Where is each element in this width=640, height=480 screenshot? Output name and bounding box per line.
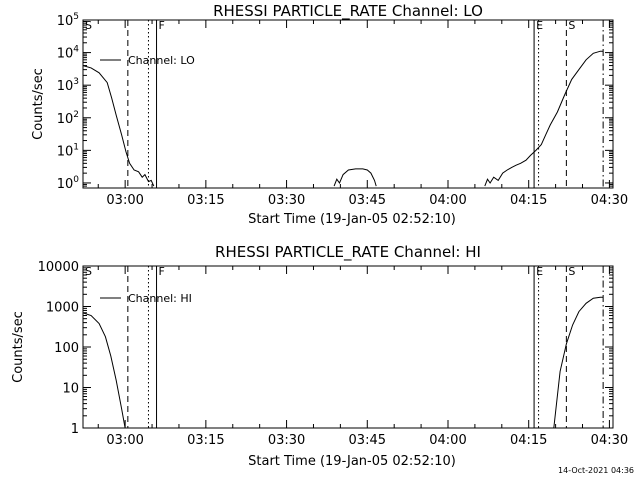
x-tick-label: 03:45 — [349, 193, 386, 208]
series-line — [83, 312, 126, 428]
x-tick-label: 03:00 — [106, 193, 143, 208]
legend-label: Channel: HI — [128, 292, 192, 305]
y-axis-label: Counts/sec — [31, 68, 46, 140]
x-tick-label: 03:15 — [187, 433, 224, 448]
event-marker-label: S — [85, 19, 92, 32]
y-axis-label: Counts/sec — [11, 311, 26, 383]
chart-title: RHESSI PARTICLE_RATE Channel: LO — [213, 2, 483, 21]
y-tick-label: 1000 — [46, 301, 79, 316]
y-tick-label: 10 — [62, 382, 79, 397]
data-series — [83, 50, 604, 187]
y-tick-label: 105 — [57, 12, 79, 29]
generation-timestamp: 14-Oct-2021 04:36 — [558, 466, 634, 475]
event-marker-label: S — [568, 19, 575, 32]
y-tick-label: 100 — [57, 175, 80, 192]
y-tick-label: 103 — [57, 77, 79, 94]
x-tick-label: 03:15 — [187, 193, 224, 208]
x-tick-label: 04:30 — [591, 433, 628, 448]
y-tick-label: 1 — [71, 422, 79, 437]
event-marker-label: F — [159, 19, 165, 32]
y-tick-label: 10000 — [38, 260, 79, 275]
x-tick-label: 04:00 — [429, 433, 466, 448]
plot-frame — [82, 19, 614, 189]
chart-panel-2: RHESSI PARTICLE_RATE Channel: HI Start Ti… — [11, 243, 628, 469]
x-tick-label: 03:45 — [349, 433, 386, 448]
series-line — [484, 50, 604, 187]
event-marker-label: E — [536, 265, 543, 278]
series-line — [83, 65, 155, 187]
x-tick-label: 04:00 — [429, 193, 466, 208]
x-tick-label: 03:30 — [268, 193, 305, 208]
x-tick-label: 03:30 — [268, 433, 305, 448]
event-marker-label: F — [159, 265, 165, 278]
y-tick-label: 101 — [57, 142, 79, 159]
data-series — [83, 296, 604, 428]
x-tick-label: 03:00 — [106, 433, 143, 448]
event-marker-label: S — [85, 265, 92, 278]
y-tick-label: 104 — [57, 45, 80, 62]
x-tick-label: 04:15 — [510, 433, 547, 448]
x-tick-label: 04:30 — [591, 193, 628, 208]
x-tick-label: 04:15 — [510, 193, 547, 208]
y-tick-label: 100 — [54, 341, 79, 356]
event-marker-label: E — [536, 19, 543, 32]
series-line — [333, 168, 377, 187]
y-tick-label: 102 — [57, 110, 79, 127]
series-line — [553, 296, 604, 428]
plot-frame — [82, 265, 614, 429]
chart-title: RHESSI PARTICLE_RATE Channel: HI — [215, 243, 481, 262]
legend-label: Channel: LO — [128, 54, 195, 67]
chart-panel-1: RHESSI PARTICLE_RATE Channel: LO Start Ti… — [31, 2, 628, 227]
x-axis-label: Start Time (19-Jan-05 02:52:10) — [248, 212, 456, 227]
x-axis-label: Start Time (19-Jan-05 02:52:10) — [248, 454, 456, 469]
event-marker-label: S — [568, 265, 575, 278]
